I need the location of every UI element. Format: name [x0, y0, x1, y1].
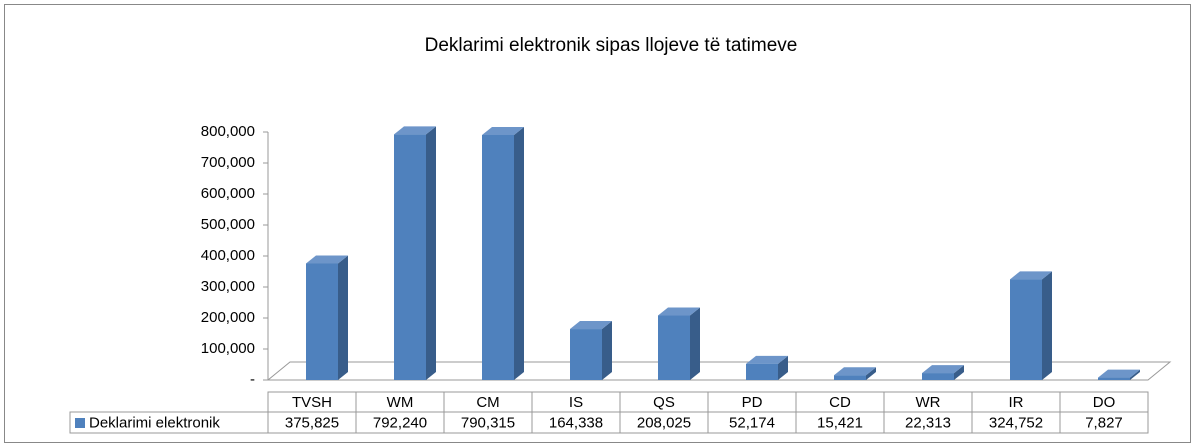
table-value: 324,752	[989, 414, 1043, 431]
table-value: 52,174	[729, 414, 775, 431]
x-tick-label: IS	[569, 394, 583, 411]
y-tick-label: -	[250, 371, 255, 388]
bar-top	[394, 126, 436, 135]
bar-side	[778, 355, 788, 380]
y-tick-label: 200,000	[201, 309, 255, 326]
bar	[306, 263, 338, 380]
bar	[746, 363, 778, 380]
table-value: 15,421	[817, 414, 863, 431]
bar-side	[426, 126, 436, 380]
table-value: 208,025	[637, 414, 691, 431]
y-tick-label: 700,000	[201, 154, 255, 171]
x-tick-label: WM	[387, 394, 414, 411]
x-tick-label: CM	[476, 394, 499, 411]
legend-label: Deklarimi elektronik	[89, 414, 220, 431]
bar-top	[482, 127, 524, 136]
y-tick-label: 500,000	[201, 216, 255, 233]
x-tick-label: DO	[1093, 394, 1116, 411]
bar-top	[658, 307, 700, 316]
y-tick-label: 100,000	[201, 340, 255, 357]
bar-side	[954, 365, 964, 380]
x-tick-label: PD	[742, 394, 763, 411]
y-tick-label: 800,000	[201, 123, 255, 140]
x-tick-label: WR	[916, 394, 941, 411]
y-tick-label: 300,000	[201, 278, 255, 295]
table-value: 22,313	[905, 414, 951, 431]
bar-side	[1130, 369, 1140, 380]
y-tick-label: 600,000	[201, 185, 255, 202]
table-value: 792,240	[373, 414, 427, 431]
x-tick-label: TVSH	[292, 394, 332, 411]
bar	[834, 375, 866, 380]
x-tick-label: CD	[829, 394, 851, 411]
chart-title: Deklarimi elektronik sipas llojeve të ta…	[425, 35, 798, 56]
bar-top	[834, 367, 876, 376]
legend-swatch	[75, 418, 85, 428]
bar-top	[1010, 271, 1052, 280]
x-tick-label: QS	[653, 394, 675, 411]
bar	[922, 373, 954, 380]
table-values-row	[69, 411, 1149, 434]
bar-side	[338, 255, 348, 380]
bar-side	[602, 321, 612, 380]
bar	[570, 329, 602, 380]
bar-top	[570, 321, 612, 330]
bar-side	[866, 367, 876, 380]
table-value: 7,827	[1085, 414, 1123, 431]
bar-top	[306, 255, 348, 264]
bar-top	[746, 355, 788, 364]
bar	[482, 135, 514, 380]
bar	[394, 134, 426, 380]
y-tick-label: 400,000	[201, 247, 255, 264]
bar-side	[690, 307, 700, 380]
table-value: 790,315	[461, 414, 515, 431]
bar-top	[922, 365, 964, 374]
bar	[1010, 279, 1042, 380]
x-tick-label: IR	[1009, 394, 1024, 411]
bar-top	[1098, 369, 1140, 378]
bar-side	[514, 127, 524, 380]
bar	[1098, 377, 1130, 380]
table-value: 375,825	[285, 414, 339, 431]
bar-side	[1042, 271, 1052, 380]
bar	[658, 315, 690, 380]
table-value: 164,338	[549, 414, 603, 431]
